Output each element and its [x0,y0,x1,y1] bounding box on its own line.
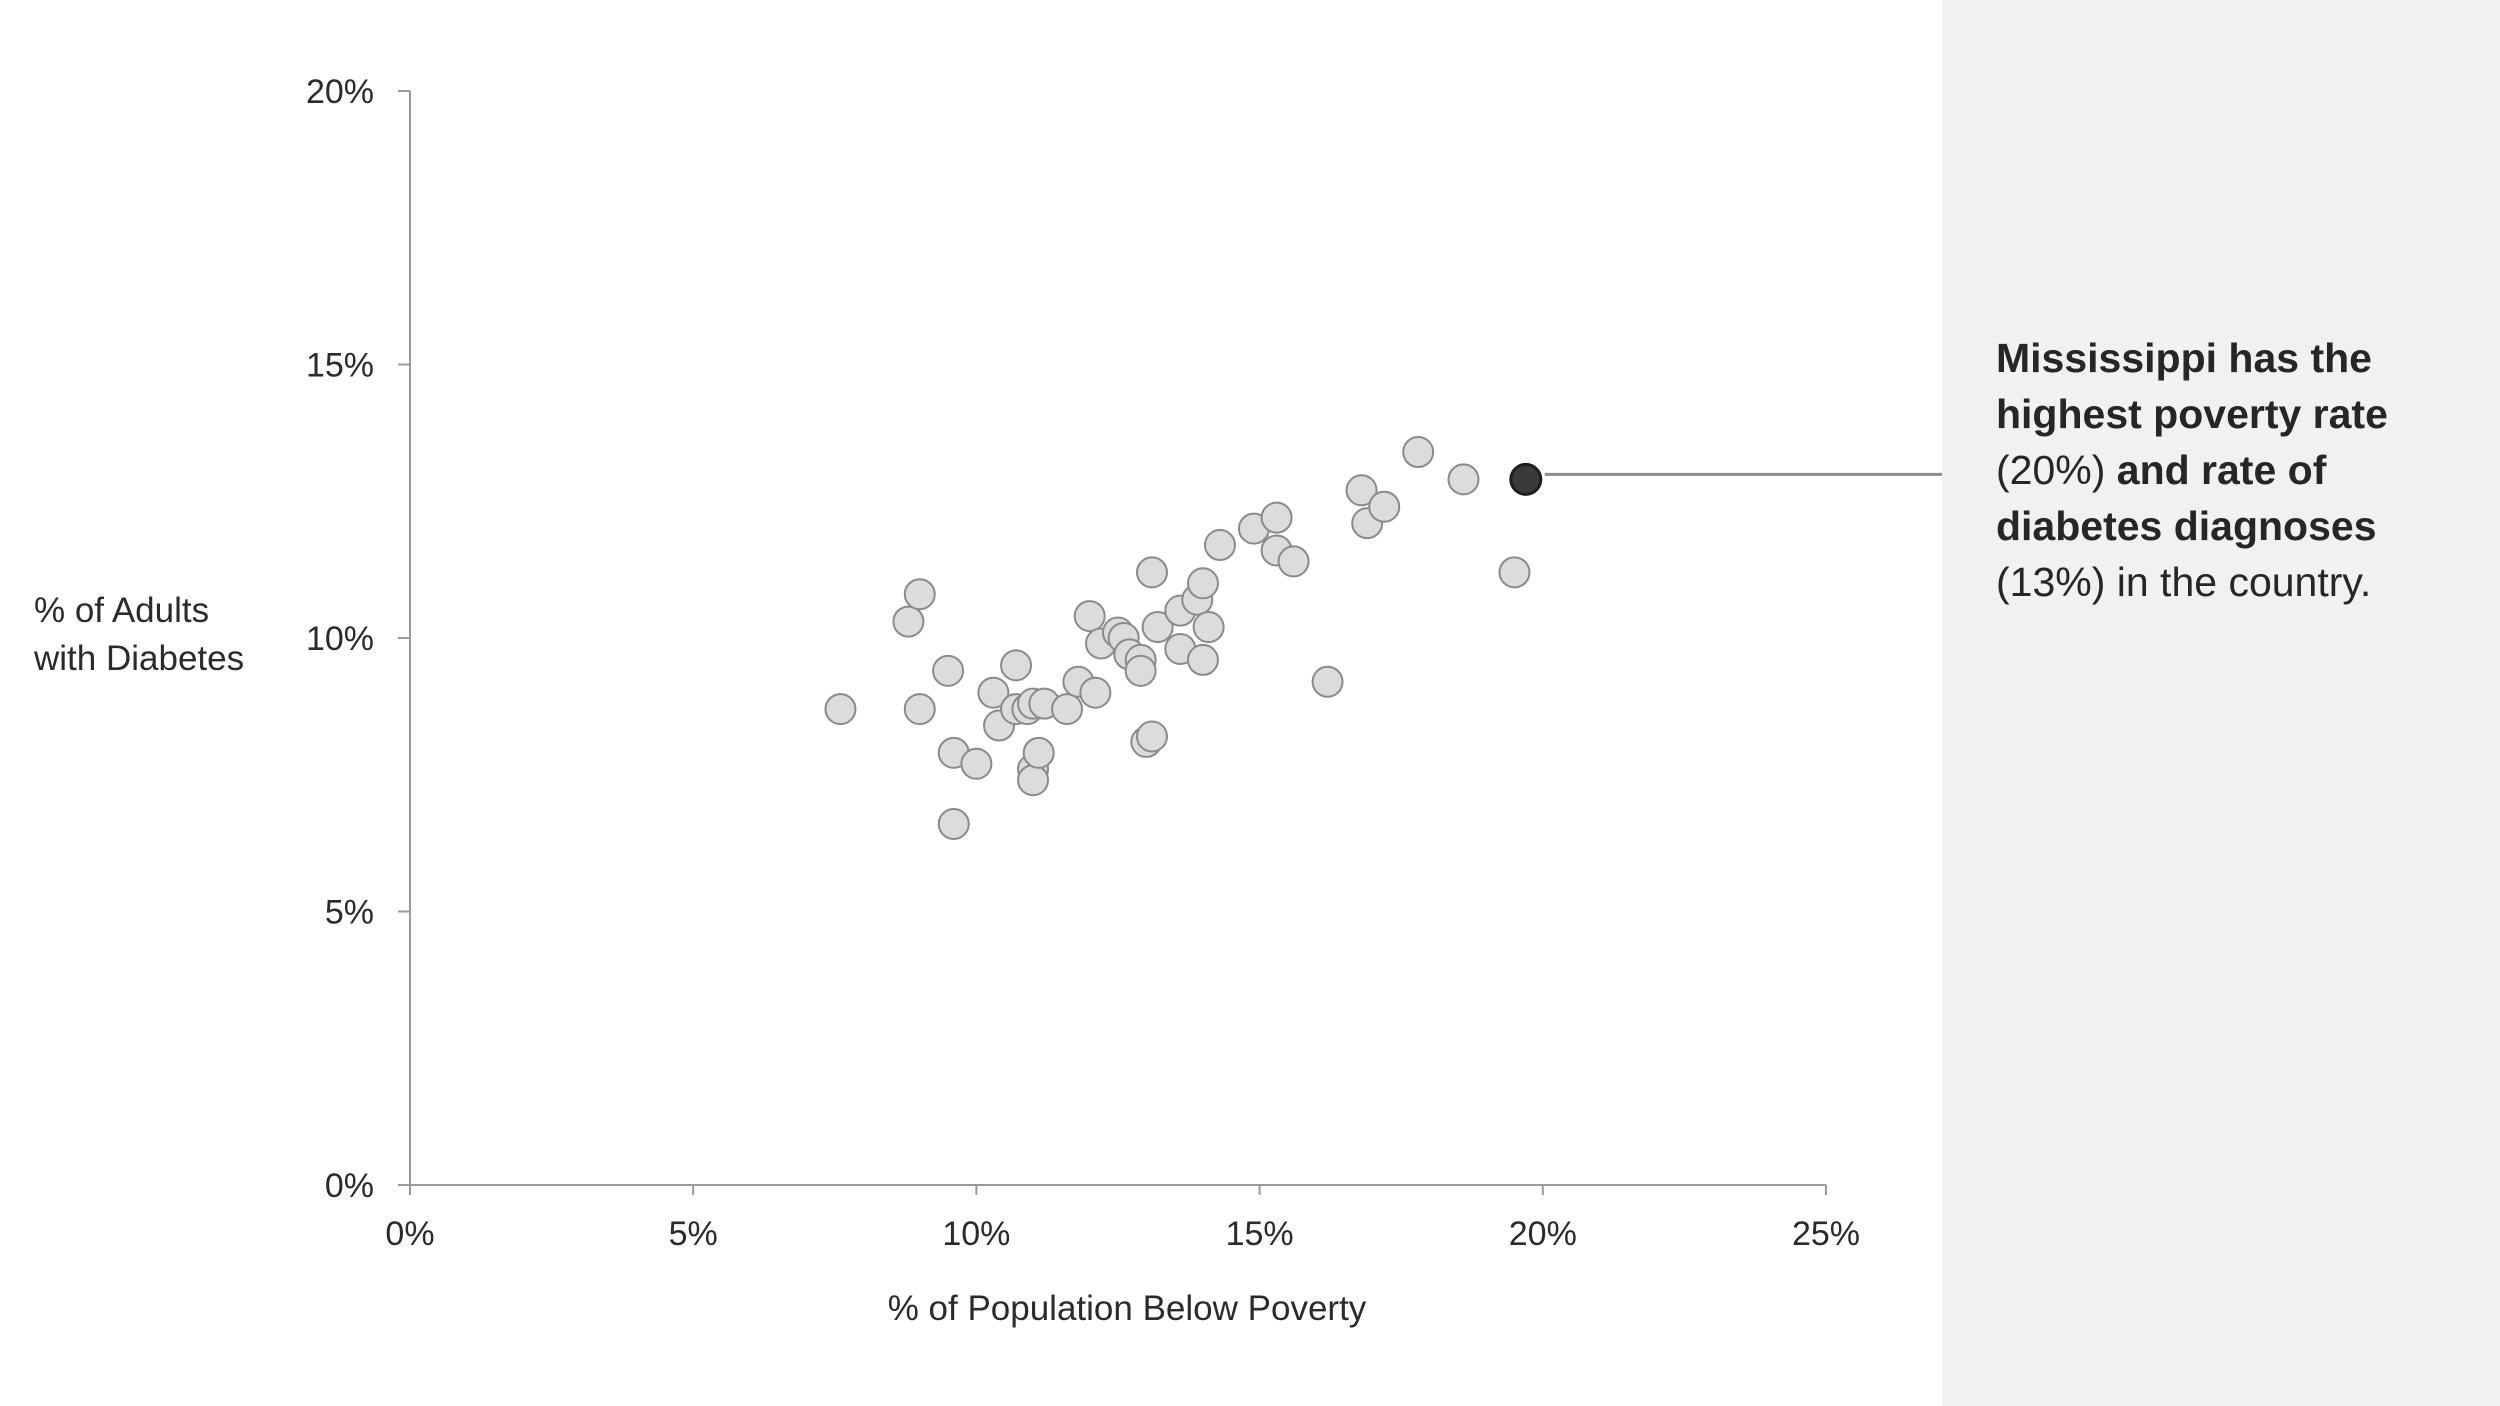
data-point [932,654,965,687]
data-point [824,693,857,726]
scatter-plot: 0% 5% 10% 15% 20% 25% 0% 5% 10% 15% 20% % of Popul… [33,73,1942,1328]
data-point [1073,600,1106,633]
annotation-bold-1: Mississippi has the highest poverty rate [1996,335,2388,437]
annotation-bold-2: and rate of diabetes diagnoses [1996,447,2377,549]
highlighted-point-mississippi [1509,462,1543,496]
data-point [1135,556,1168,589]
data-point [1079,676,1112,709]
data-point [903,578,936,611]
y-tick-label: 5% [325,894,374,932]
x-tick-label: 25% [1792,1215,1860,1253]
data-point [892,605,925,638]
annotation-text: Mississippi has the highest poverty rate… [1996,330,2466,610]
axes: 0% 5% 10% 15% 20% 25% 0% 5% 10% 15% 20% [306,73,1860,1253]
x-tick-label: 15% [1226,1215,1294,1253]
x-tick-label: 0% [385,1215,434,1253]
axis-labels: % of Population Below Poverty % of Adult… [33,591,1367,1328]
data-point [1186,567,1219,600]
y-tick-label: 0% [325,1167,374,1205]
x-tick-label: 10% [942,1215,1010,1253]
y-tick-label: 20% [306,73,374,111]
data-point [1402,436,1435,469]
data-point [1186,643,1219,676]
data-point [1022,736,1055,769]
y-axis-title-line-2: with Diabetes [33,639,244,678]
data-point [1192,611,1225,644]
data-point [903,693,936,726]
data-point [937,807,970,840]
annotation-panel: Mississippi has the highest poverty rate… [1942,0,2500,1406]
data-point [1345,474,1378,507]
data-point [1277,545,1310,578]
y-tick-label: 10% [306,620,374,658]
data-points [824,436,1942,840]
data-point [1051,693,1084,726]
data-point [977,676,1010,709]
annotation-text-1: (20%) [1996,447,2117,493]
data-point [1017,764,1050,797]
annotation-text-2: (13%) in the country. [1996,559,2372,605]
data-point [960,747,993,780]
data-point [1368,490,1401,523]
x-tick-label: 5% [669,1215,718,1253]
y-tick-label: 15% [306,347,374,385]
x-axis-title: % of Population Below Poverty [888,1289,1367,1328]
data-point [1498,556,1531,589]
data-point [1135,720,1168,753]
data-point [1311,665,1344,698]
data-point [1141,611,1174,644]
data-point [1203,529,1236,562]
data-point [1260,501,1293,534]
data-point [1000,649,1033,682]
data-point [1447,463,1480,496]
x-tick-label: 20% [1509,1215,1577,1253]
data-point [1124,654,1157,687]
chart-area: 0% 5% 10% 15% 20% 25% 0% 5% 10% 15% 20% % of Popul… [33,73,1942,1328]
y-axis-title-line-1: % of Adults [34,591,209,630]
